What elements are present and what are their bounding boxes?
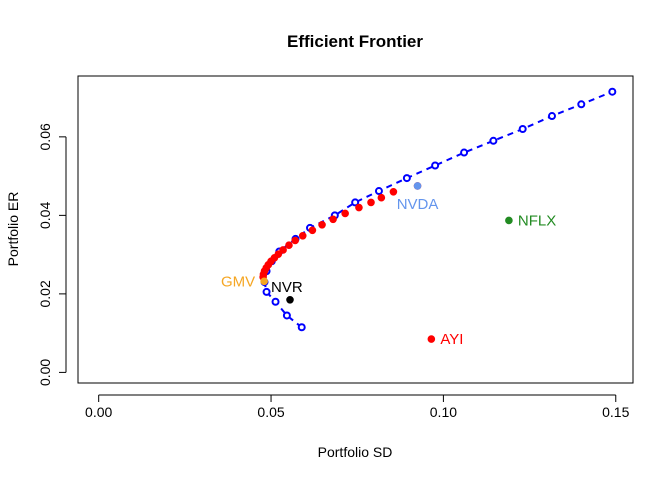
tangency-point [355, 203, 363, 212]
y-axis-label: Portfolio ER [5, 192, 21, 267]
x-tick-label: 0.00 [85, 404, 112, 420]
tangency-point [341, 209, 349, 218]
tangency-point [291, 236, 299, 245]
nvr-label: NVR [271, 279, 303, 296]
frontier-point [297, 323, 306, 332]
x-axis-label: Portfolio SD [318, 444, 393, 460]
tangency-point [298, 231, 307, 240]
x-axis: 0.00 0.05 0.10 0.15 [85, 394, 630, 420]
tangency-point [308, 226, 317, 235]
nvda-label: NVDA [397, 196, 439, 213]
frontier-point [402, 174, 411, 183]
frontier-point [351, 198, 360, 207]
frontier-point [577, 100, 586, 109]
ayi-point [427, 335, 436, 343]
frontier-point [431, 161, 440, 170]
nflx-point [505, 216, 513, 225]
y-tick-label: 0.06 [37, 123, 53, 150]
frontier-point [518, 124, 527, 133]
tangency-point [329, 215, 337, 224]
tangency-point [279, 246, 287, 254]
frontier-point [547, 112, 556, 121]
plot-box [77, 75, 634, 384]
frontier-point [271, 297, 280, 306]
x-tick-label: 0.15 [602, 404, 629, 420]
ayi-label: AYI [440, 331, 463, 348]
frontier-point [608, 87, 617, 96]
frontier-point [374, 187, 383, 196]
tangency-point [274, 250, 283, 259]
frontier-point [489, 136, 498, 145]
y-tick-label: 0.00 [37, 359, 53, 386]
gmv-point [260, 277, 268, 286]
frontier-point [282, 311, 291, 320]
tangency-point [367, 198, 375, 207]
y-tick-label: 0.02 [37, 280, 53, 307]
tangency-point [318, 220, 326, 229]
x-tick-label: 0.05 [257, 404, 284, 420]
tangency-point [285, 241, 293, 250]
nflx-label: NFLX [518, 212, 556, 229]
frontier-line [263, 90, 613, 329]
frontier-point [460, 148, 469, 157]
labeled-points-layer: GMV NVR NVDA NFLX AYI [221, 182, 556, 348]
nvr-point [286, 295, 294, 304]
frontier-point [262, 287, 271, 296]
y-tick-label: 0.04 [37, 202, 53, 229]
nvda-point [413, 182, 422, 190]
tangency-point [377, 193, 386, 202]
chart-title: Efficient Frontier [287, 32, 423, 51]
x-tick-label: 0.10 [430, 404, 457, 420]
gmv-label: GMV [221, 273, 255, 290]
tangency-point [389, 188, 398, 196]
y-axis: 0.00 0.02 0.04 0.06 [37, 123, 67, 386]
